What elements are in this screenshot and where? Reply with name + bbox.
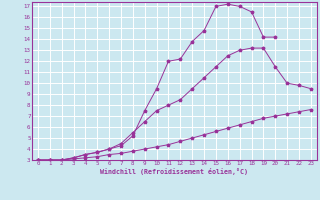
X-axis label: Windchill (Refroidissement éolien,°C): Windchill (Refroidissement éolien,°C): [100, 168, 248, 175]
